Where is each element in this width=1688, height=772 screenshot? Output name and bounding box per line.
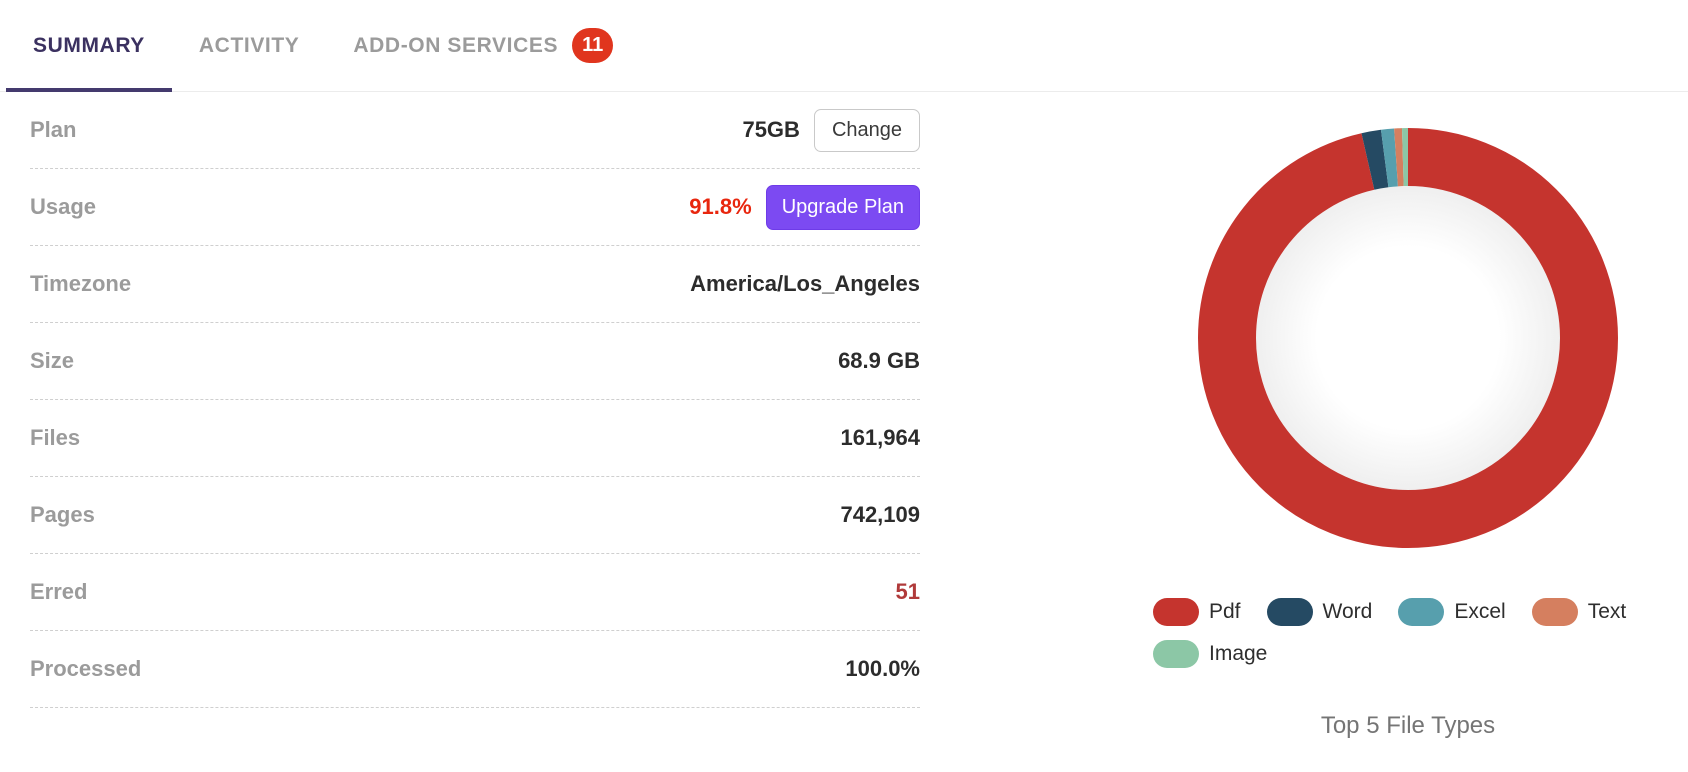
tab-summary[interactable]: SUMMARY [6, 0, 172, 92]
text-legend-label: Text [1587, 600, 1627, 623]
text-swatch-icon [1531, 598, 1578, 626]
summary-row-erred: Erred 51 [30, 554, 920, 631]
erred-label: Erred [30, 579, 88, 604]
plan-label: Plan [30, 117, 77, 142]
file-types-panel: Pdf Word Excel Text Image Top 5 File Typ… [1118, 118, 1688, 740]
tab-summary-label: SUMMARY [33, 33, 145, 57]
legend-item-image[interactable]: Image [1153, 640, 1267, 668]
tab-addon-services-label: ADD-ON SERVICES [353, 33, 559, 57]
legend-item-text[interactable]: Text [1531, 598, 1627, 626]
pages-label: Pages [30, 502, 95, 527]
timezone-label: Timezone [30, 271, 132, 296]
files-label: Files [30, 425, 81, 450]
donut-hole [1256, 186, 1560, 490]
summary-row-usage: Usage 91.8% Upgrade Plan [30, 169, 920, 246]
addon-services-count-badge: 11 [572, 28, 614, 63]
usage-label: Usage [30, 194, 97, 219]
donut-chart [1188, 118, 1628, 558]
billing-summary-page: SUMMARY ACTIVITY ADD-ON SERVICES 11 Plan… [0, 0, 1688, 739]
pages-value: 742,109 [840, 502, 920, 527]
summary-table: Plan 75GB Change Usage 91.8% Upgrade Pla… [30, 92, 920, 708]
excel-legend-label: Excel [1454, 600, 1506, 623]
tab-addon-services[interactable]: ADD-ON SERVICES 11 [326, 0, 640, 91]
excel-swatch-icon [1398, 598, 1445, 626]
tab-bar: SUMMARY ACTIVITY ADD-ON SERVICES 11 [0, 0, 1688, 92]
usage-value: 91.8% [689, 194, 752, 219]
summary-row-plan: Plan 75GB Change [30, 92, 920, 169]
processed-value: 100.0% [845, 656, 920, 681]
size-label: Size [30, 348, 75, 373]
timezone-value: America/Los_Angeles [690, 271, 920, 296]
summary-row-timezone: Timezone America/Los_Angeles [30, 246, 920, 323]
legend-item-excel[interactable]: Excel [1398, 598, 1506, 626]
change-plan-button[interactable]: Change [813, 108, 920, 152]
image-legend-label: Image [1209, 642, 1268, 665]
files-value: 161,964 [840, 425, 920, 450]
chart-legend: Pdf Word Excel Text Image [1153, 598, 1663, 668]
upgrade-plan-button[interactable]: Upgrade Plan [765, 184, 920, 230]
image-swatch-icon [1153, 640, 1199, 668]
legend-item-pdf[interactable]: Pdf [1153, 598, 1241, 626]
chart-title: Top 5 File Types [1320, 712, 1496, 739]
pdf-swatch-icon [1153, 598, 1199, 626]
tab-activity-label: ACTIVITY [198, 33, 300, 57]
processed-label: Processed [30, 656, 142, 681]
legend-item-word[interactable]: Word [1266, 598, 1373, 626]
donut-chart-svg [1198, 128, 1618, 548]
summary-row-files: Files 161,964 [30, 400, 920, 477]
size-value: 68.9 GB [838, 348, 920, 373]
pdf-legend-label: Pdf [1209, 600, 1241, 623]
summary-row-processed: Processed 100.0% [30, 631, 920, 708]
summary-row-pages: Pages 742,109 [30, 477, 920, 554]
summary-row-size: Size 68.9 GB [30, 323, 920, 400]
tab-activity[interactable]: ACTIVITY [172, 0, 326, 91]
word-legend-label: Word [1322, 600, 1373, 623]
erred-value: 51 [895, 579, 920, 604]
plan-value: 75GB [742, 117, 800, 142]
word-swatch-icon [1266, 598, 1313, 626]
